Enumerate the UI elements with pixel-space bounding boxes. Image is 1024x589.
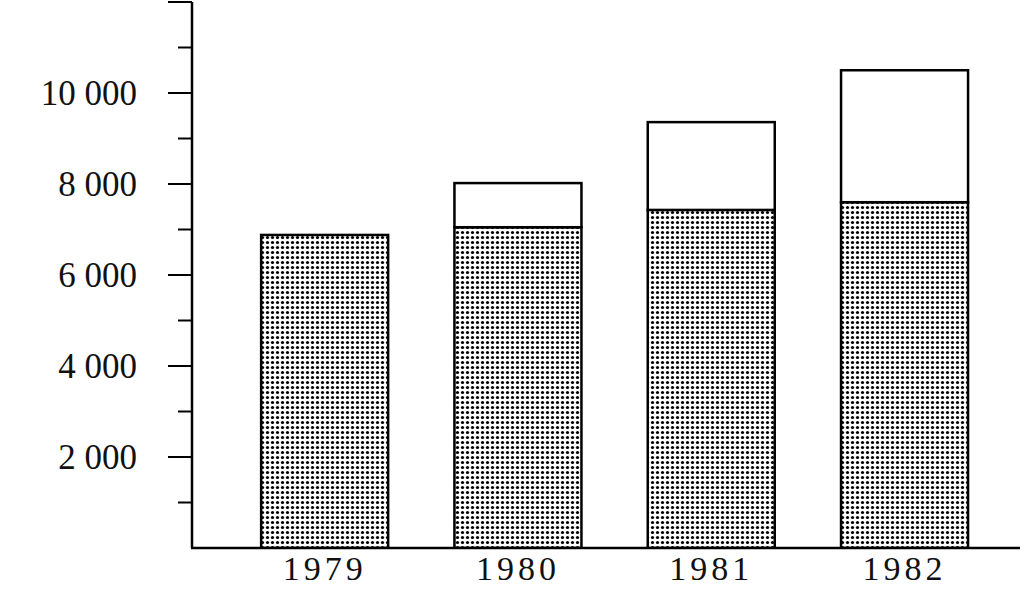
- y-minor-tick: [178, 502, 192, 504]
- y-minor-tick: [178, 229, 192, 231]
- x-axis-line: [191, 547, 1020, 550]
- y-tick: [168, 365, 192, 367]
- y-tick: [168, 183, 192, 185]
- bars: [261, 70, 968, 548]
- x-tick-label: 1981: [669, 550, 753, 587]
- bar: [648, 210, 775, 548]
- bar: [454, 227, 581, 548]
- y-tick: [168, 456, 192, 458]
- y-minor-tick: [178, 320, 192, 322]
- y-tick-label: 6 000: [58, 256, 137, 295]
- x-tick-label: 1979: [283, 550, 367, 587]
- bar: [454, 183, 581, 227]
- chart-container: 2 000 4 000 6 000 8 000 10 000 1979 1980 1981 19…: [0, 0, 1024, 589]
- bar: [261, 235, 388, 548]
- y-minor-tick: [178, 47, 192, 49]
- y-minor-tick: [178, 411, 192, 413]
- bar: [841, 70, 968, 202]
- y-minor-tick: [178, 138, 192, 140]
- y-tick: [168, 274, 192, 276]
- y-tick: [168, 92, 192, 94]
- y-tick-label: 2 000: [58, 438, 137, 477]
- bar: [648, 122, 775, 210]
- y-tick-label: 8 000: [58, 165, 137, 204]
- bar: [841, 202, 968, 548]
- y-minor-tick: [168, 1, 192, 3]
- y-tick-label: 10 000: [41, 74, 137, 113]
- x-tick-label: 1980: [476, 550, 560, 587]
- x-tick-label: 1982: [863, 550, 947, 587]
- y-tick-label: 4 000: [58, 347, 137, 386]
- chart-svg: 2 000 4 000 6 000 8 000 10 000 1979 1980 1981 19…: [0, 0, 1024, 589]
